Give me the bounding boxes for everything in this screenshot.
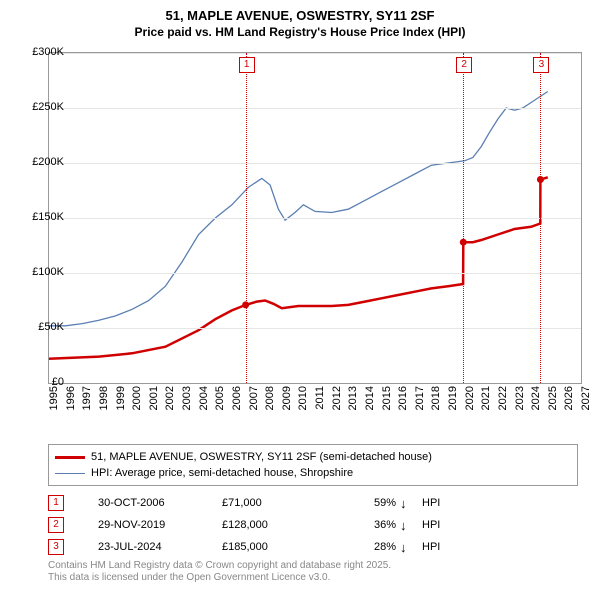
x-axis-label: 2025 — [547, 386, 559, 416]
x-axis-label: 1995 — [48, 386, 60, 416]
event-marker-badge: 2 — [456, 57, 472, 73]
event-hpi-label: HPI — [422, 541, 452, 553]
event-date: 29-NOV-2019 — [98, 519, 218, 531]
x-axis-label: 2002 — [164, 386, 176, 416]
x-axis-label: 2019 — [447, 386, 459, 416]
gridline — [49, 273, 581, 274]
event-date: 30-OCT-2006 — [98, 497, 218, 509]
event-row-badge: 2 — [48, 517, 64, 533]
x-axis-label: 2008 — [264, 386, 276, 416]
x-axis-label: 2018 — [430, 386, 442, 416]
x-axis-label: 2001 — [148, 386, 160, 416]
x-axis-label: 2003 — [181, 386, 193, 416]
event-pct: 28% — [336, 541, 396, 553]
event-marker-line — [246, 53, 247, 383]
chart-title-line2: Price paid vs. HM Land Registry's House … — [0, 25, 600, 43]
legend-swatch — [55, 473, 85, 474]
x-axis-label: 2023 — [514, 386, 526, 416]
arrow-down-icon: ↓ — [400, 496, 418, 511]
legend-box: 51, MAPLE AVENUE, OSWESTRY, SY11 2SF (se… — [48, 444, 578, 486]
y-axis-label: £250K — [14, 101, 64, 113]
gridline — [49, 53, 581, 54]
event-marker-line — [540, 53, 541, 383]
event-row: 3 23-JUL-2024 £185,000 28% ↓ HPI — [48, 536, 578, 558]
event-row: 2 29-NOV-2019 £128,000 36% ↓ HPI — [48, 514, 578, 536]
footer-line1: Contains HM Land Registry data © Crown c… — [48, 560, 391, 571]
x-axis-label: 1996 — [65, 386, 77, 416]
x-axis-label: 2013 — [347, 386, 359, 416]
event-marker-badge: 1 — [239, 57, 255, 73]
x-axis-label: 2015 — [381, 386, 393, 416]
x-axis-label: 2026 — [563, 386, 575, 416]
event-marker-badge: 3 — [533, 57, 549, 73]
x-axis-label: 1997 — [81, 386, 93, 416]
event-price: £128,000 — [222, 519, 332, 531]
series-price-paid — [49, 177, 548, 358]
event-row-badge: 3 — [48, 539, 64, 555]
x-axis-label: 2012 — [331, 386, 343, 416]
event-row: 1 30-OCT-2006 £71,000 59% ↓ HPI — [48, 492, 578, 514]
x-axis-label: 1998 — [98, 386, 110, 416]
event-price: £185,000 — [222, 541, 332, 553]
event-pct: 36% — [336, 519, 396, 531]
x-axis-label: 2020 — [464, 386, 476, 416]
event-hpi-label: HPI — [422, 497, 452, 509]
event-pct: 59% — [336, 497, 396, 509]
x-axis-label: 2005 — [214, 386, 226, 416]
event-price: £71,000 — [222, 497, 332, 509]
x-axis-label: 2007 — [248, 386, 260, 416]
y-axis-label: £300K — [14, 46, 64, 58]
attribution-footer: Contains HM Land Registry data © Crown c… — [48, 560, 578, 584]
event-date: 23-JUL-2024 — [98, 541, 218, 553]
event-row-badge: 1 — [48, 495, 64, 511]
x-axis-label: 2011 — [314, 386, 326, 416]
y-axis-label: £100K — [14, 266, 64, 278]
gridline — [49, 328, 581, 329]
x-axis-label: 2004 — [198, 386, 210, 416]
legend-label: 51, MAPLE AVENUE, OSWESTRY, SY11 2SF (se… — [91, 451, 432, 463]
legend-item: 51, MAPLE AVENUE, OSWESTRY, SY11 2SF (se… — [55, 449, 571, 465]
footer-line2: This data is licensed under the Open Gov… — [48, 572, 330, 583]
event-hpi-label: HPI — [422, 519, 452, 531]
x-axis-label: 2009 — [281, 386, 293, 416]
x-axis-label: 2017 — [414, 386, 426, 416]
x-axis-label: 2027 — [580, 386, 592, 416]
series-hpi — [49, 92, 548, 326]
events-table: 1 30-OCT-2006 £71,000 59% ↓ HPI 2 29-NOV-2019 £1… — [48, 492, 578, 558]
gridline — [49, 163, 581, 164]
y-axis-label: £150K — [14, 211, 64, 223]
x-axis-label: 1999 — [115, 386, 127, 416]
arrow-down-icon: ↓ — [400, 518, 418, 533]
x-axis-label: 2022 — [497, 386, 509, 416]
chart-title-line1: 51, MAPLE AVENUE, OSWESTRY, SY11 2SF — [0, 0, 600, 25]
y-axis-label: £200K — [14, 156, 64, 168]
legend-item: HPI: Average price, semi-detached house,… — [55, 465, 571, 481]
legend-label: HPI: Average price, semi-detached house,… — [91, 467, 353, 479]
gridline — [49, 218, 581, 219]
x-axis-label: 2024 — [530, 386, 542, 416]
x-axis-label: 2000 — [131, 386, 143, 416]
event-marker-line — [463, 53, 464, 383]
legend-swatch — [55, 456, 85, 459]
arrow-down-icon: ↓ — [400, 540, 418, 555]
x-axis-label: 2021 — [480, 386, 492, 416]
x-axis-label: 2006 — [231, 386, 243, 416]
x-axis-label: 2014 — [364, 386, 376, 416]
x-axis-label: 2016 — [397, 386, 409, 416]
gridline — [49, 108, 581, 109]
x-axis-label: 2010 — [297, 386, 309, 416]
chart-container: 51, MAPLE AVENUE, OSWESTRY, SY11 2SF Pri… — [0, 0, 600, 590]
y-axis-label: £50K — [14, 321, 64, 333]
plot-area: 1 2 3 — [48, 52, 582, 384]
